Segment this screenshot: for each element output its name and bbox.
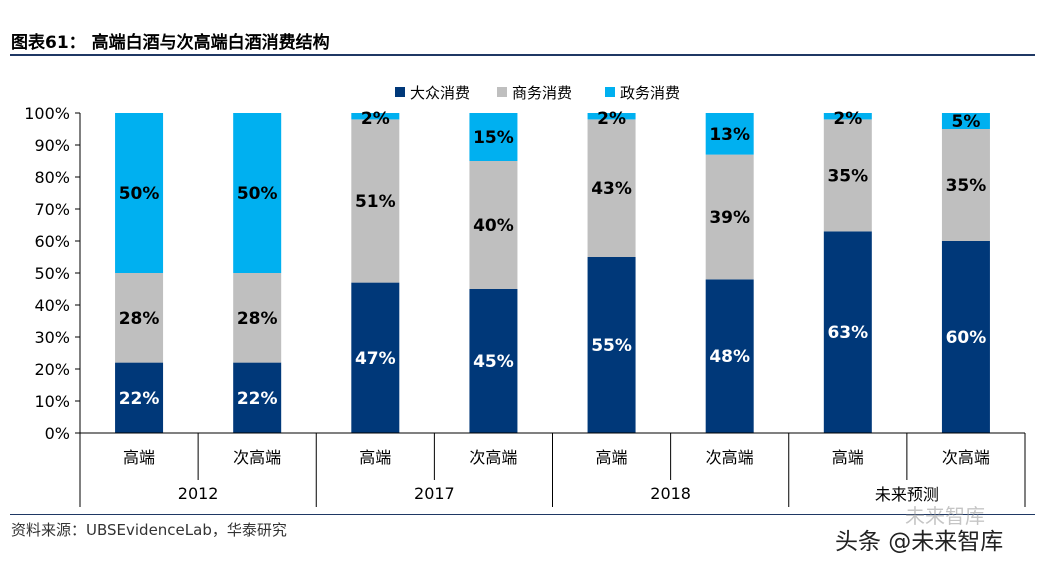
y-tick-label: 10% bbox=[34, 392, 70, 411]
source-note: 资料来源：UBSEvidenceLab，华泰研究 bbox=[11, 521, 287, 539]
bar-segment bbox=[351, 282, 400, 433]
group-label: 未来预测 bbox=[875, 485, 939, 504]
data-label: 13% bbox=[709, 125, 750, 145]
bar-segment bbox=[823, 231, 872, 433]
bars: 22% 28% 50% 22% 28% 50% 47% 51% 2% 45% 40% 15% 55% 43… bbox=[115, 109, 990, 433]
category-label: 次高端 bbox=[942, 448, 990, 467]
data-label: 50% bbox=[237, 184, 278, 204]
y-tick-label: 0% bbox=[45, 424, 70, 443]
legend-label-1: 商务消费 bbox=[512, 84, 572, 102]
bar-segment bbox=[823, 119, 872, 232]
footer-rule bbox=[10, 514, 1035, 515]
category-label: 高端 bbox=[123, 448, 155, 467]
bar-segment bbox=[705, 154, 754, 280]
watermark-ghost: 未来智库 bbox=[905, 504, 985, 528]
bar-segment bbox=[941, 129, 990, 241]
category-label: 次高端 bbox=[706, 448, 754, 467]
data-label: 51% bbox=[355, 192, 396, 212]
data-label: 48% bbox=[709, 347, 750, 367]
bar-segment bbox=[823, 113, 872, 120]
legend-label-2: 政务消费 bbox=[620, 84, 680, 102]
data-label: 22% bbox=[119, 389, 160, 409]
legend-swatch-1 bbox=[497, 87, 507, 97]
bar-segment bbox=[587, 113, 636, 120]
category-label: 次高端 bbox=[469, 448, 517, 467]
bar-segment bbox=[351, 119, 400, 283]
data-label: 22% bbox=[237, 389, 278, 409]
data-label: 35% bbox=[946, 176, 987, 196]
bar-segment bbox=[469, 289, 518, 433]
y-tick-label: 60% bbox=[34, 232, 70, 251]
y-tick-label: 30% bbox=[34, 328, 70, 347]
watermark: 头条 @未来智库 bbox=[835, 529, 1004, 555]
data-label: 2% bbox=[833, 109, 862, 129]
bar-segment bbox=[233, 113, 282, 273]
category-label: 高端 bbox=[832, 448, 864, 467]
y-tick-label: 20% bbox=[34, 360, 70, 379]
y-tick-label: 50% bbox=[34, 264, 70, 283]
y-tick-label: 90% bbox=[34, 136, 70, 155]
y-axis: 0% 10% 20% 30% 40% 50% 60% 70% 80% 90% 100% bbox=[24, 104, 81, 443]
legend: 大众消费 商务消费 政务消费 bbox=[395, 84, 680, 102]
legend-label-0: 大众消费 bbox=[410, 84, 470, 102]
title-rule bbox=[10, 54, 1035, 56]
data-label: 35% bbox=[827, 166, 868, 186]
bar-segment bbox=[705, 113, 754, 155]
category-label: 次高端 bbox=[233, 448, 281, 467]
group-label: 2012 bbox=[178, 484, 219, 503]
group-label: 2017 bbox=[414, 484, 455, 503]
y-tick-label: 70% bbox=[34, 200, 70, 219]
data-label: 40% bbox=[473, 216, 514, 236]
data-label: 55% bbox=[591, 336, 632, 356]
data-label: 50% bbox=[119, 184, 160, 204]
stacked-bar-chart: 大众消费 商务消费 政务消费 0% 10% 20% 30% 40% 50% 60% 70% 80% 9… bbox=[24, 84, 1026, 507]
bar-segment bbox=[233, 362, 282, 433]
data-label: 60% bbox=[946, 328, 987, 348]
x-axis: 高端 次高端 高端 次高端 高端 次高端 高端 次高端 2012 2017 2018 未来预测 bbox=[79, 432, 1026, 507]
bar-segment bbox=[941, 241, 990, 433]
bar-segment bbox=[587, 257, 636, 433]
data-label: 45% bbox=[473, 352, 514, 372]
y-tick-label: 80% bbox=[34, 168, 70, 187]
data-label: 2% bbox=[361, 109, 390, 129]
data-label: 28% bbox=[119, 309, 160, 329]
data-label: 2% bbox=[597, 109, 626, 129]
bar-segment bbox=[705, 279, 754, 433]
data-label: 47% bbox=[355, 349, 396, 369]
group-label: 2018 bbox=[650, 484, 691, 503]
data-label: 43% bbox=[591, 179, 632, 199]
bar-segment bbox=[115, 362, 164, 433]
data-label: 28% bbox=[237, 309, 278, 329]
chart-title: 图表61： 高端白酒与次高端白酒消费结构 bbox=[11, 33, 330, 53]
bar-segment bbox=[469, 113, 518, 161]
legend-swatch-0 bbox=[395, 87, 405, 97]
y-tick-label: 100% bbox=[24, 104, 70, 123]
bar-segment bbox=[587, 119, 636, 258]
bar-segment bbox=[351, 113, 400, 120]
bar-segment bbox=[469, 161, 518, 289]
bar-segment bbox=[941, 113, 990, 129]
bar-segment bbox=[115, 113, 164, 273]
category-label: 高端 bbox=[359, 448, 391, 467]
data-label: 63% bbox=[827, 323, 868, 343]
category-label: 高端 bbox=[596, 448, 628, 467]
bar-segment bbox=[115, 273, 164, 363]
legend-swatch-2 bbox=[605, 87, 615, 97]
y-tick-label: 40% bbox=[34, 296, 70, 315]
bar-segment bbox=[233, 273, 282, 363]
data-label: 15% bbox=[473, 128, 514, 148]
data-label: 39% bbox=[709, 208, 750, 228]
data-label: 5% bbox=[952, 112, 981, 132]
